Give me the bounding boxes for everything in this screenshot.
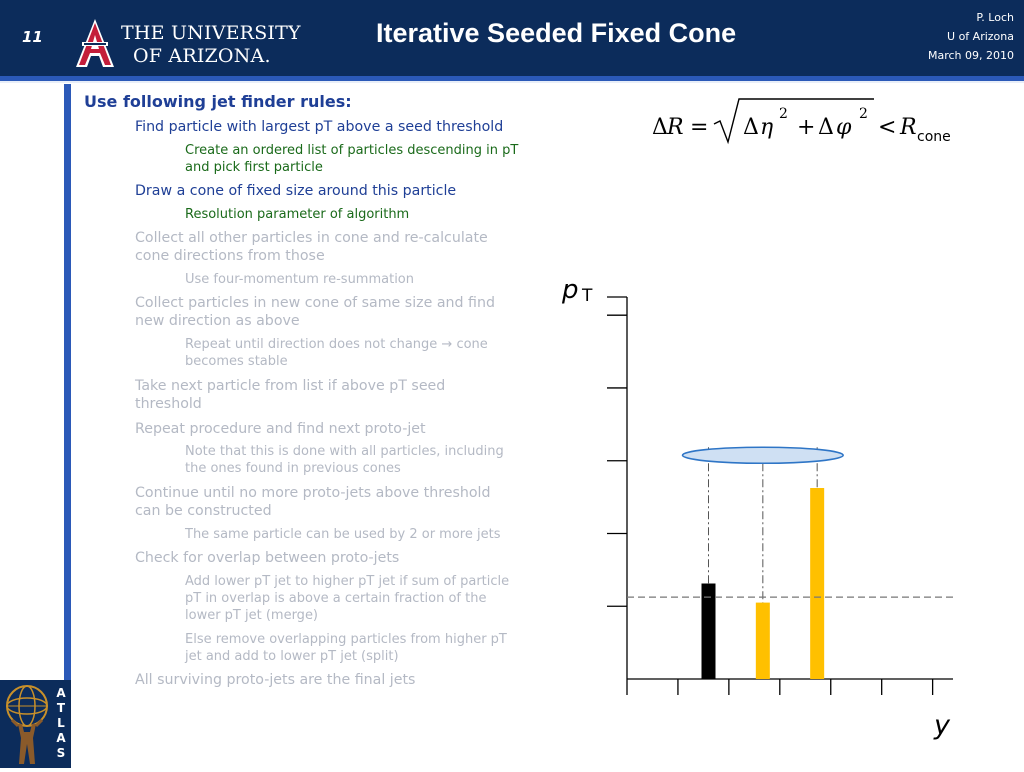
bullet-line: Use four-momentum re-summation xyxy=(185,272,414,287)
bullet-item: Draw a cone of fixed size around this pa… xyxy=(135,182,456,200)
author: P. Loch xyxy=(976,11,1014,24)
bullet-item: All surviving proto-jets are the final j… xyxy=(135,671,415,689)
bullet-item: Check for overlap between proto-jets xyxy=(135,549,399,567)
bullet-line: Collect all other particles in cone and … xyxy=(135,230,488,246)
bullet-item: Take next particle from list if above pT… xyxy=(135,377,445,413)
atlas-letter: L xyxy=(57,716,65,730)
university-logo-icon xyxy=(76,19,114,67)
sub-bullet-item: Else remove overlapping particles from h… xyxy=(185,631,507,665)
sub-bullet-item: Add lower pT jet to higher pT jet if sum… xyxy=(185,573,509,624)
sub-bullet-item: Resolution parameter of algorithm xyxy=(185,206,409,223)
bullet-line: the ones found in previous cones xyxy=(185,461,401,476)
date: March 09, 2010 xyxy=(927,49,1014,62)
atlas-letter: A xyxy=(56,686,66,700)
bullet-line: Collect particles in new cone of same si… xyxy=(135,295,495,311)
sidebar-rule xyxy=(64,84,71,684)
sub-bullet-item: Repeat until direction does not change →… xyxy=(185,336,488,370)
bullet-line: threshold xyxy=(135,396,202,412)
cone-ellipse xyxy=(681,446,844,465)
sub-bullet-item: Create an ordered list of particles desc… xyxy=(185,142,518,176)
bullet-line: Find particle with largest pT above a se… xyxy=(135,119,504,135)
bullet-line: becomes stable xyxy=(185,354,288,369)
bullet-item: Collect all other particles in cone and … xyxy=(135,229,488,265)
university-line-2: OF ARIZONA. xyxy=(133,45,271,67)
chart-marks xyxy=(607,296,953,695)
sub-bullet-item: Note that this is done with all particle… xyxy=(185,443,504,477)
atlas-letters: A T L A S xyxy=(53,686,69,761)
bullet-line: Repeat until direction does not change →… xyxy=(185,337,488,352)
slide-number: 11 xyxy=(22,28,43,46)
bullet-line: jet and add to lower pT jet (split) xyxy=(185,649,399,664)
bullet-line: Take next particle from list if above pT… xyxy=(135,378,446,394)
bullet-line: All surviving proto-jets are the final j… xyxy=(135,672,416,688)
y-axis-label: p xyxy=(561,275,579,305)
header-bar xyxy=(0,0,1024,76)
bullet-item: Continue until no more proto-jets above … xyxy=(135,484,490,520)
sub-bullet-item: Use four-momentum re-summation xyxy=(185,271,414,288)
bullet-line: Check for overlap between proto-jets xyxy=(135,550,400,566)
slide-title: Iterative Seeded Fixed Cone xyxy=(376,18,737,48)
bar xyxy=(810,488,825,679)
university-wordmark: THE UNIVERSITY OF ARIZONA. xyxy=(121,22,301,68)
bullet-line: Create an ordered list of particles desc… xyxy=(185,143,519,158)
bullet-item: Collect particles in new cone of same si… xyxy=(135,294,495,330)
bar xyxy=(701,583,716,679)
bar xyxy=(755,602,770,679)
atlas-letter: S xyxy=(56,746,66,760)
bullet-line: Repeat procedure and find next proto-jet xyxy=(135,421,426,437)
content-heading: Use following jet finder rules: xyxy=(84,92,352,111)
atlas-logo: A T L A S xyxy=(0,680,71,768)
bullet-line: The same particle can be used by 2 or mo… xyxy=(185,527,501,542)
bullet-line: can be constructed xyxy=(135,503,272,519)
bullet-line: Draw a cone of fixed size around this pa… xyxy=(135,183,457,199)
header-divider-light xyxy=(0,81,1024,83)
x-axis-label: y xyxy=(933,710,951,741)
sub-bullet-item: The same particle can be used by 2 or mo… xyxy=(185,526,500,543)
atlas-letter: A xyxy=(56,731,66,745)
bullet-line: new direction as above xyxy=(135,313,300,329)
atlas-figure-icon xyxy=(6,685,48,764)
university-line-1: THE UNIVERSITY xyxy=(121,22,301,44)
slide-meta: P. Loch U of Arizona March 09, 2010 xyxy=(928,8,1014,65)
bullet-item: Find particle with largest pT above a se… xyxy=(135,118,503,136)
bullet-item: Repeat procedure and find next proto-jet xyxy=(135,420,426,438)
bullet-line: Else remove overlapping particles from h… xyxy=(185,632,507,647)
bullet-line: Continue until no more proto-jets above … xyxy=(135,485,491,501)
header-divider xyxy=(0,76,1024,81)
bullet-line: lower pT jet (merge) xyxy=(185,608,319,623)
atlas-letter: T xyxy=(56,701,66,715)
bullet-line: Resolution parameter of algorithm xyxy=(185,207,410,222)
bullet-line: Add lower pT jet to higher pT jet if sum… xyxy=(185,574,510,589)
y-axis-label-subscript: T xyxy=(581,286,593,306)
bullet-line: cone directions from those xyxy=(135,248,325,264)
bullet-line: and pick first particle xyxy=(185,160,323,175)
bullet-line: Note that this is done with all particle… xyxy=(185,444,504,459)
affiliation: U of Arizona xyxy=(947,30,1014,43)
bullet-line: pT in overlap is above a certain fractio… xyxy=(185,591,487,606)
left-sidebar xyxy=(0,84,64,680)
